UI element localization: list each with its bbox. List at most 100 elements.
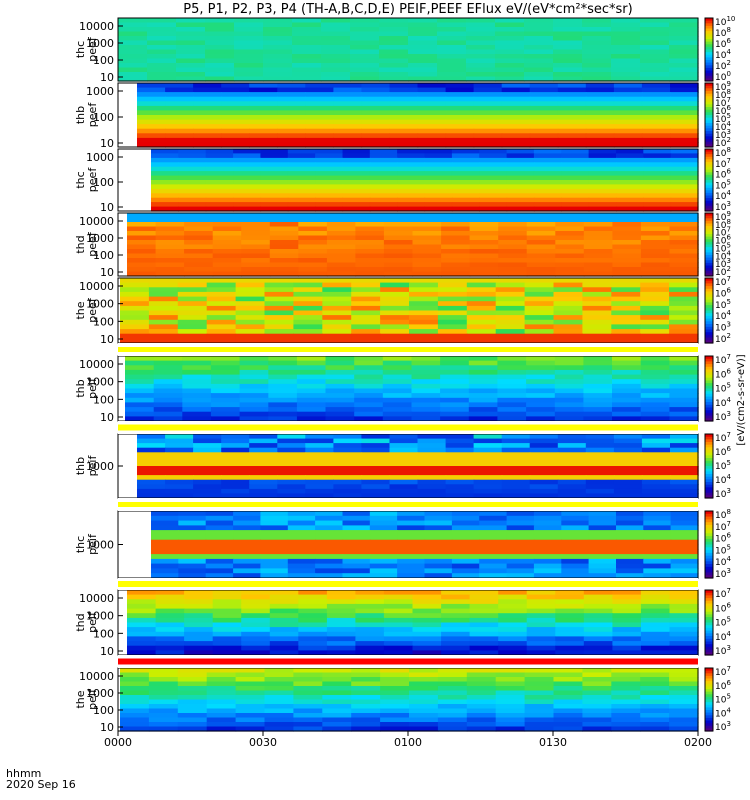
panel-7-cell — [361, 488, 391, 495]
panel-10-cell — [582, 690, 612, 696]
panel-8-cell — [506, 568, 535, 574]
panel-7-cell — [585, 461, 615, 467]
panel-1-cell — [234, 67, 264, 73]
panel-2-probe-label-line: thb — [74, 106, 87, 124]
panel-3-cell — [151, 171, 179, 177]
panel-4-cell — [269, 267, 299, 273]
panel-6-cell — [268, 369, 298, 376]
panel-3-cell — [506, 193, 535, 199]
panel-2-cell — [529, 87, 559, 93]
panel-3-cell — [670, 162, 699, 168]
x-tick-label: 0100 — [394, 736, 422, 749]
panel-3-cell — [506, 206, 535, 212]
panel-4-cell — [383, 249, 414, 255]
panel-5-cell — [322, 291, 352, 298]
panel-1-cell — [524, 22, 554, 28]
panel-5-cell — [206, 278, 237, 284]
panel-2-cell — [529, 124, 559, 130]
panel-10-cell — [409, 695, 439, 701]
panel-4-cell — [583, 235, 613, 241]
panel-7-cell — [473, 479, 503, 485]
panel-6-probe-label-line: thb — [74, 379, 87, 397]
panel-1-cell — [292, 54, 322, 60]
panel-6-cell — [239, 388, 269, 394]
panel-9-probe-label-line: thd — [74, 613, 87, 631]
panel-7-cell — [557, 456, 587, 463]
panel-3-cell — [616, 149, 644, 154]
panel-5-cell — [669, 278, 699, 284]
panel-3-cell — [616, 157, 644, 163]
panel-9-cell — [640, 590, 671, 596]
panel-4-cell — [269, 244, 299, 250]
panel-10-cell — [235, 704, 266, 710]
panel-5-cell — [120, 333, 150, 339]
panel-7-cell — [473, 493, 503, 499]
panel-7-cell — [529, 443, 559, 449]
panel-3-cell — [233, 188, 262, 194]
panel-10-cell — [235, 708, 266, 714]
panel-7-cell — [473, 438, 503, 444]
panel-3-cell — [369, 171, 398, 177]
panel-9-cell — [127, 594, 157, 600]
panel-6-cell — [526, 356, 556, 362]
panel-9-cell — [298, 617, 328, 624]
panel-9-cell — [555, 631, 585, 637]
panel-9-cell — [241, 599, 271, 605]
panel-2-cell — [361, 92, 391, 98]
panel-8-cell — [260, 563, 289, 569]
panel-9-cell — [412, 608, 442, 614]
panel-3-cell — [178, 193, 207, 199]
panel-3-cell — [533, 149, 562, 154]
panel-4-cell — [469, 244, 499, 250]
panel-9-cell — [184, 613, 214, 619]
panel-4-cell — [669, 267, 699, 273]
panel-4-cell — [526, 271, 556, 277]
panel-4-cell — [412, 262, 442, 268]
panel-1-colorbar-cell — [705, 49, 713, 53]
panel-7-cell — [641, 488, 671, 495]
panel-7-cell — [445, 466, 475, 472]
panel-4-cell — [383, 262, 414, 268]
panel-10-cell — [669, 726, 699, 732]
panel-7-cell — [585, 488, 615, 495]
panel-1-colorbar-cell — [705, 33, 713, 37]
panel-7-cell — [417, 466, 447, 472]
panel-2-cell — [221, 105, 250, 112]
panel-4-cell — [583, 244, 613, 250]
panel-5-cell — [466, 282, 497, 288]
panel-7-cell — [361, 461, 391, 467]
panel-5-cell — [524, 333, 555, 339]
panel-3-cell — [451, 149, 480, 154]
panel-6-cell — [411, 388, 441, 394]
panel-7-cell — [670, 493, 699, 499]
panel-7-cell — [417, 434, 447, 440]
panel-10-cell — [611, 681, 641, 687]
panel-2-cell — [305, 142, 334, 148]
panel-1-probe-label-line: thc — [74, 41, 87, 58]
panel-7-cell — [305, 475, 334, 481]
panel-5-cell — [351, 282, 381, 288]
panel-6-cell — [411, 416, 441, 422]
panel-9-cell — [269, 631, 299, 637]
panel-10-cell — [380, 717, 410, 723]
panel-4-cell — [269, 258, 299, 264]
panel-1-cell — [118, 27, 148, 33]
panel-9-colorbar-cell — [705, 619, 713, 624]
panel-2-cell — [193, 133, 222, 139]
panel-9-cell — [326, 599, 357, 605]
panel-10-cell — [524, 699, 555, 705]
panel-5-ytick-label: 100 — [93, 315, 114, 328]
panel-4-cell — [555, 249, 585, 255]
panel-3-cell — [342, 206, 371, 212]
panel-3-colorbar-cell — [705, 169, 713, 173]
panel-3-cell — [670, 184, 699, 190]
panel-3-cell — [342, 193, 371, 199]
panel-3-cell — [260, 197, 289, 203]
panel-10-cell — [553, 717, 583, 723]
panel-2-cell — [670, 128, 699, 134]
panel-10-cell — [351, 690, 381, 696]
panel-1-cell — [640, 54, 670, 60]
panel-6-cell — [382, 393, 413, 399]
panel-2-cell — [585, 96, 615, 102]
panel-7-cell — [277, 443, 306, 449]
